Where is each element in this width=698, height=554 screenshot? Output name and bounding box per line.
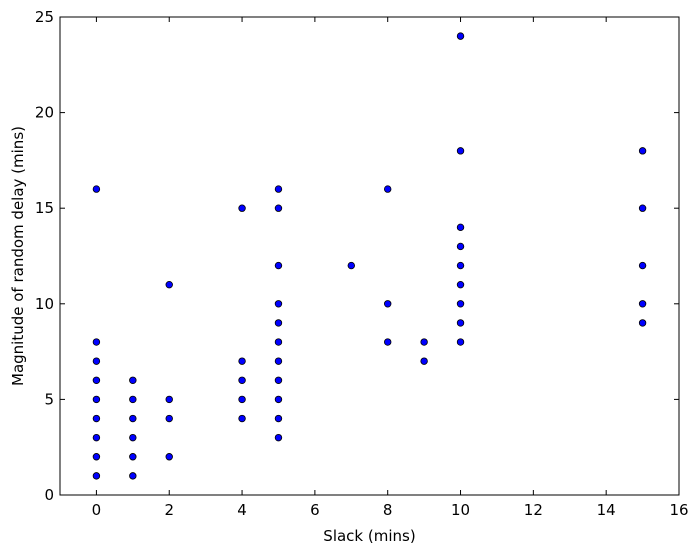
data-point bbox=[274, 319, 283, 327]
data-point bbox=[92, 414, 101, 423]
data-point bbox=[274, 433, 283, 442]
data-point bbox=[638, 261, 647, 270]
data-point bbox=[129, 433, 137, 442]
data-point bbox=[92, 338, 101, 346]
data-point bbox=[92, 433, 101, 442]
y-tick-labels: 0 5 10 15 20 25 bbox=[35, 8, 54, 504]
data-point bbox=[456, 300, 465, 308]
plot-background bbox=[60, 17, 679, 495]
x-tick-label: 10 bbox=[451, 501, 470, 519]
data-point bbox=[420, 357, 428, 365]
data-point bbox=[274, 300, 283, 308]
data-point bbox=[456, 261, 465, 270]
data-point bbox=[274, 414, 283, 423]
x-axis-label: Slack (mins) bbox=[323, 527, 415, 545]
data-point bbox=[638, 319, 647, 327]
x-tick-label: 4 bbox=[237, 501, 247, 519]
x-tick-label: 8 bbox=[383, 501, 393, 519]
data-point bbox=[92, 376, 101, 384]
data-point bbox=[165, 395, 173, 404]
x-tick-label: 12 bbox=[524, 501, 543, 519]
axis-ticks bbox=[60, 16, 680, 496]
y-tick-label: 20 bbox=[35, 104, 54, 122]
data-point bbox=[638, 300, 647, 308]
data-point bbox=[238, 357, 246, 365]
data-point bbox=[92, 357, 101, 365]
data-point bbox=[92, 185, 101, 193]
data-point bbox=[129, 376, 137, 384]
data-point bbox=[238, 395, 246, 404]
data-point bbox=[129, 395, 137, 404]
data-point bbox=[384, 338, 392, 346]
data-point bbox=[456, 280, 465, 289]
data-point bbox=[456, 338, 465, 346]
y-tick-label: 25 bbox=[35, 8, 54, 26]
data-point bbox=[238, 204, 246, 212]
x-tick-label: 0 bbox=[92, 501, 102, 519]
data-point bbox=[456, 242, 465, 251]
x-tick-label: 16 bbox=[669, 501, 688, 519]
data-point bbox=[274, 185, 283, 193]
data-points bbox=[92, 32, 647, 480]
data-point bbox=[347, 261, 355, 270]
x-tick-labels: 0 2 4 6 8 10 12 14 16 bbox=[92, 501, 689, 519]
data-point bbox=[129, 453, 137, 461]
data-point bbox=[92, 453, 101, 461]
y-axis-label: Magnitude of random delay (mins) bbox=[9, 126, 27, 386]
data-point bbox=[274, 338, 283, 346]
data-point bbox=[165, 280, 173, 289]
data-point bbox=[384, 300, 392, 308]
data-point bbox=[274, 376, 283, 384]
data-point bbox=[274, 261, 283, 270]
data-point bbox=[129, 414, 137, 423]
data-point bbox=[274, 395, 283, 404]
data-point bbox=[165, 453, 173, 461]
y-tick-label: 5 bbox=[44, 390, 54, 408]
x-tick-label: 14 bbox=[597, 501, 616, 519]
plot-frame bbox=[59, 16, 680, 496]
x-tick-label: 2 bbox=[164, 501, 174, 519]
x-tick-label: 6 bbox=[310, 501, 320, 519]
data-point bbox=[456, 319, 465, 327]
data-point bbox=[638, 147, 647, 155]
data-point bbox=[129, 472, 137, 480]
data-point bbox=[420, 338, 428, 346]
data-point bbox=[238, 414, 246, 423]
data-point bbox=[165, 414, 173, 423]
data-point bbox=[456, 147, 465, 155]
data-point bbox=[456, 32, 465, 40]
data-point bbox=[638, 204, 647, 212]
y-tick-label: 15 bbox=[35, 199, 54, 217]
data-point bbox=[274, 357, 283, 365]
data-point bbox=[456, 223, 465, 232]
data-point bbox=[92, 472, 101, 480]
data-point bbox=[274, 204, 283, 212]
data-point bbox=[384, 185, 392, 193]
y-tick-label: 0 bbox=[44, 486, 54, 504]
data-point bbox=[92, 395, 101, 404]
y-tick-label: 10 bbox=[35, 295, 54, 313]
data-point bbox=[238, 376, 246, 384]
